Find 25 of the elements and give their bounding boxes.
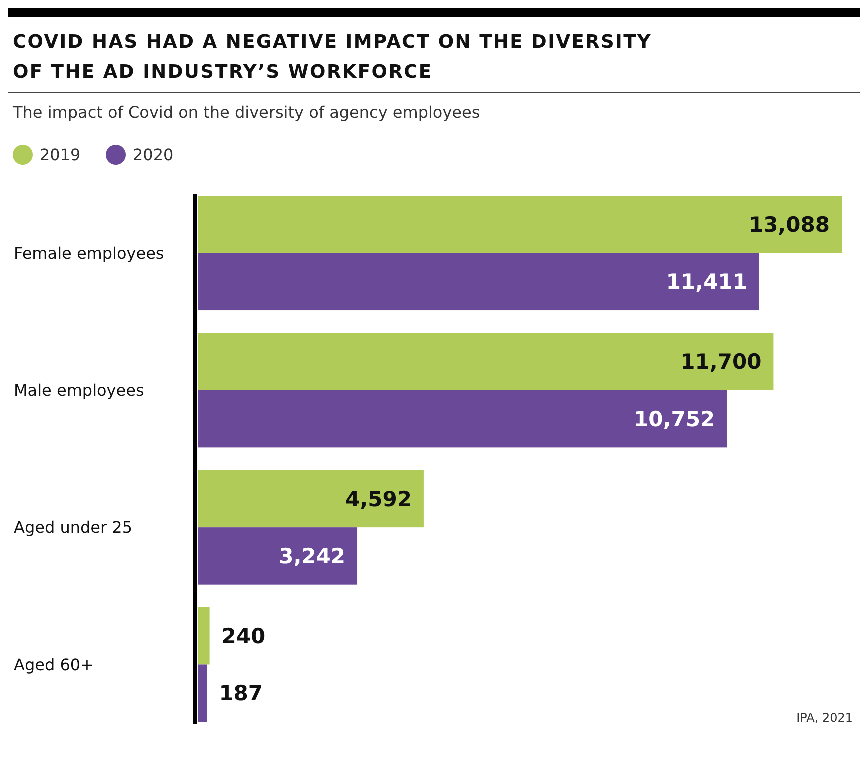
chart-title: COVID HAS HAD A NEGATIVE IMPACT ON THE DIVERSITY OF THE AD INDUSTRY’S WORKFORCE [13, 32, 652, 83]
bar [198, 470, 424, 528]
bar [198, 390, 728, 448]
data-label: 187 [219, 682, 264, 706]
annotation: IPA, 2021 [796, 711, 853, 725]
bar [198, 253, 760, 311]
data-label: 10,752 [634, 407, 716, 432]
chart-subtitle: The impact of Covid on the diversity of agency employees [12, 103, 480, 122]
data-label: 3,242 [279, 544, 346, 569]
y-tick-label: Aged under 25 [14, 518, 132, 538]
legend-label: 2019 [40, 146, 81, 165]
data-label: 4,592 [346, 487, 412, 512]
data-label: 11,700 [680, 350, 762, 374]
data-label: 240 [222, 624, 266, 648]
y-tick-label: Aged 60+ [14, 655, 94, 674]
y-tick-label: Male employees [14, 381, 144, 400]
data-label: 11,411 [666, 270, 748, 294]
bar [198, 333, 774, 390]
bar [198, 196, 842, 254]
bar [198, 528, 358, 585]
data-label: 13,088 [748, 212, 830, 237]
legend-label: 2020 [133, 146, 174, 165]
bar [198, 607, 210, 665]
bar [198, 664, 208, 722]
y-tick-label: Female employees [14, 244, 164, 263]
